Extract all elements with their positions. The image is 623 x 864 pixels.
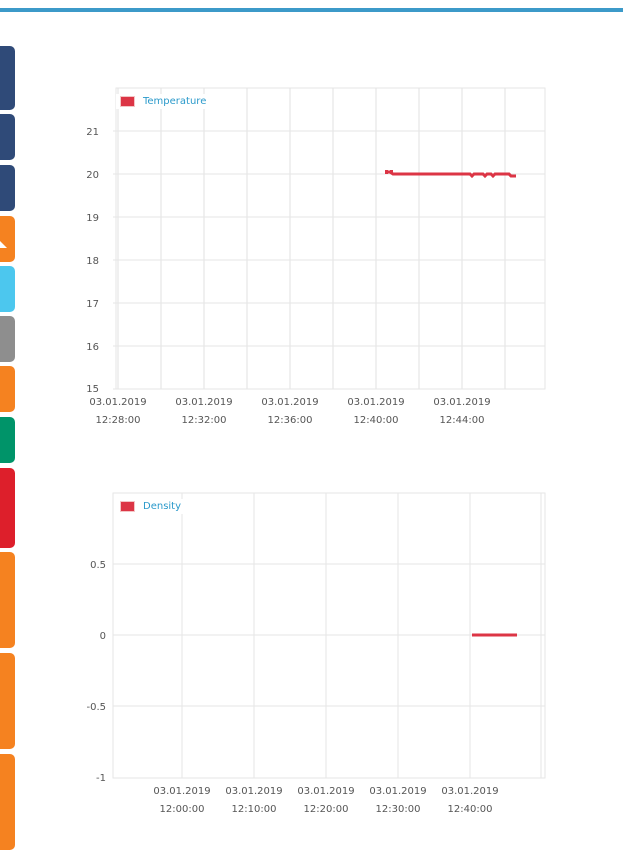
x-tick-date: 03.01.2019 bbox=[433, 397, 490, 408]
sidebar-tab-10[interactable] bbox=[0, 552, 15, 648]
x-tick-date: 03.01.2019 bbox=[441, 786, 498, 797]
header-accent-bar bbox=[0, 8, 623, 12]
x-tick-time: 12:44:00 bbox=[440, 415, 485, 426]
y-tick-label: 19 bbox=[86, 213, 99, 224]
x-tick-time: 12:40:00 bbox=[448, 804, 493, 815]
x-tick-date: 03.01.2019 bbox=[347, 397, 404, 408]
temperature-plot: 21 20 19 18 17 16 15 03.01.2019 12:28:00… bbox=[86, 87, 546, 426]
x-tick-date: 03.01.2019 bbox=[89, 397, 146, 408]
x-tick-date: 03.01.2019 bbox=[297, 786, 354, 797]
legend-label: Density bbox=[143, 501, 182, 512]
density-plot: 0.5 0 -0.5 -1 03.01.2019 12:00:00 03.01.… bbox=[86, 492, 546, 815]
sidebar-tab-3[interactable] bbox=[0, 165, 15, 211]
x-tick-date: 03.01.2019 bbox=[175, 397, 232, 408]
x-tick-time: 12:32:00 bbox=[182, 415, 227, 426]
x-tick-time: 12:10:00 bbox=[232, 804, 277, 815]
y-tick-label: 20 bbox=[86, 170, 99, 181]
x-tick-time: 12:00:00 bbox=[160, 804, 205, 815]
sidebar-tab-6[interactable] bbox=[0, 316, 15, 362]
sidebar-tab-12[interactable] bbox=[0, 754, 15, 850]
tab-notch-icon bbox=[0, 241, 7, 248]
x-tick-time: 12:40:00 bbox=[354, 415, 399, 426]
x-tick-date: 03.01.2019 bbox=[261, 397, 318, 408]
temperature-legend[interactable]: Temperature bbox=[116, 94, 211, 109]
y-tick-label: 18 bbox=[86, 256, 99, 267]
x-tick-date: 03.01.2019 bbox=[153, 786, 210, 797]
sidebar-tab-1[interactable] bbox=[0, 46, 15, 110]
temperature-series bbox=[385, 170, 516, 179]
temperature-chart: 21 20 19 18 17 16 15 03.01.2019 12:28:00… bbox=[86, 87, 546, 426]
y-tick-label: -0.5 bbox=[86, 702, 106, 713]
sidebar-tab-4[interactable] bbox=[0, 216, 15, 262]
density-chart: 0.5 0 -0.5 -1 03.01.2019 12:00:00 03.01.… bbox=[0, 440, 623, 864]
sidebar-tab-11[interactable] bbox=[0, 653, 15, 749]
y-tick-label: 0.5 bbox=[90, 560, 106, 571]
y-tick-label: 0 bbox=[100, 631, 106, 642]
density-legend[interactable]: Density bbox=[116, 499, 186, 514]
sidebar-tab-7[interactable] bbox=[0, 366, 15, 412]
y-tick-label: 21 bbox=[86, 127, 99, 138]
y-tick-label: 15 bbox=[86, 384, 99, 395]
x-tick-time: 12:30:00 bbox=[376, 804, 421, 815]
x-tick-date: 03.01.2019 bbox=[225, 786, 282, 797]
sidebar-tab-8[interactable] bbox=[0, 417, 15, 463]
x-tick-time: 12:28:00 bbox=[96, 415, 141, 426]
sidebar-tab-9[interactable] bbox=[0, 468, 15, 548]
legend-swatch-icon bbox=[120, 501, 135, 512]
legend-swatch-icon bbox=[120, 96, 135, 107]
x-tick-date: 03.01.2019 bbox=[369, 786, 426, 797]
sidebar-tab-5[interactable] bbox=[0, 266, 15, 312]
y-tick-label: 16 bbox=[86, 342, 99, 353]
sidebar bbox=[0, 0, 16, 864]
legend-label: Temperature bbox=[143, 96, 207, 107]
y-tick-label: -1 bbox=[96, 773, 106, 784]
x-tick-time: 12:20:00 bbox=[304, 804, 349, 815]
x-tick-time: 12:36:00 bbox=[268, 415, 313, 426]
sidebar-tab-2[interactable] bbox=[0, 114, 15, 160]
y-tick-label: 17 bbox=[86, 299, 99, 310]
